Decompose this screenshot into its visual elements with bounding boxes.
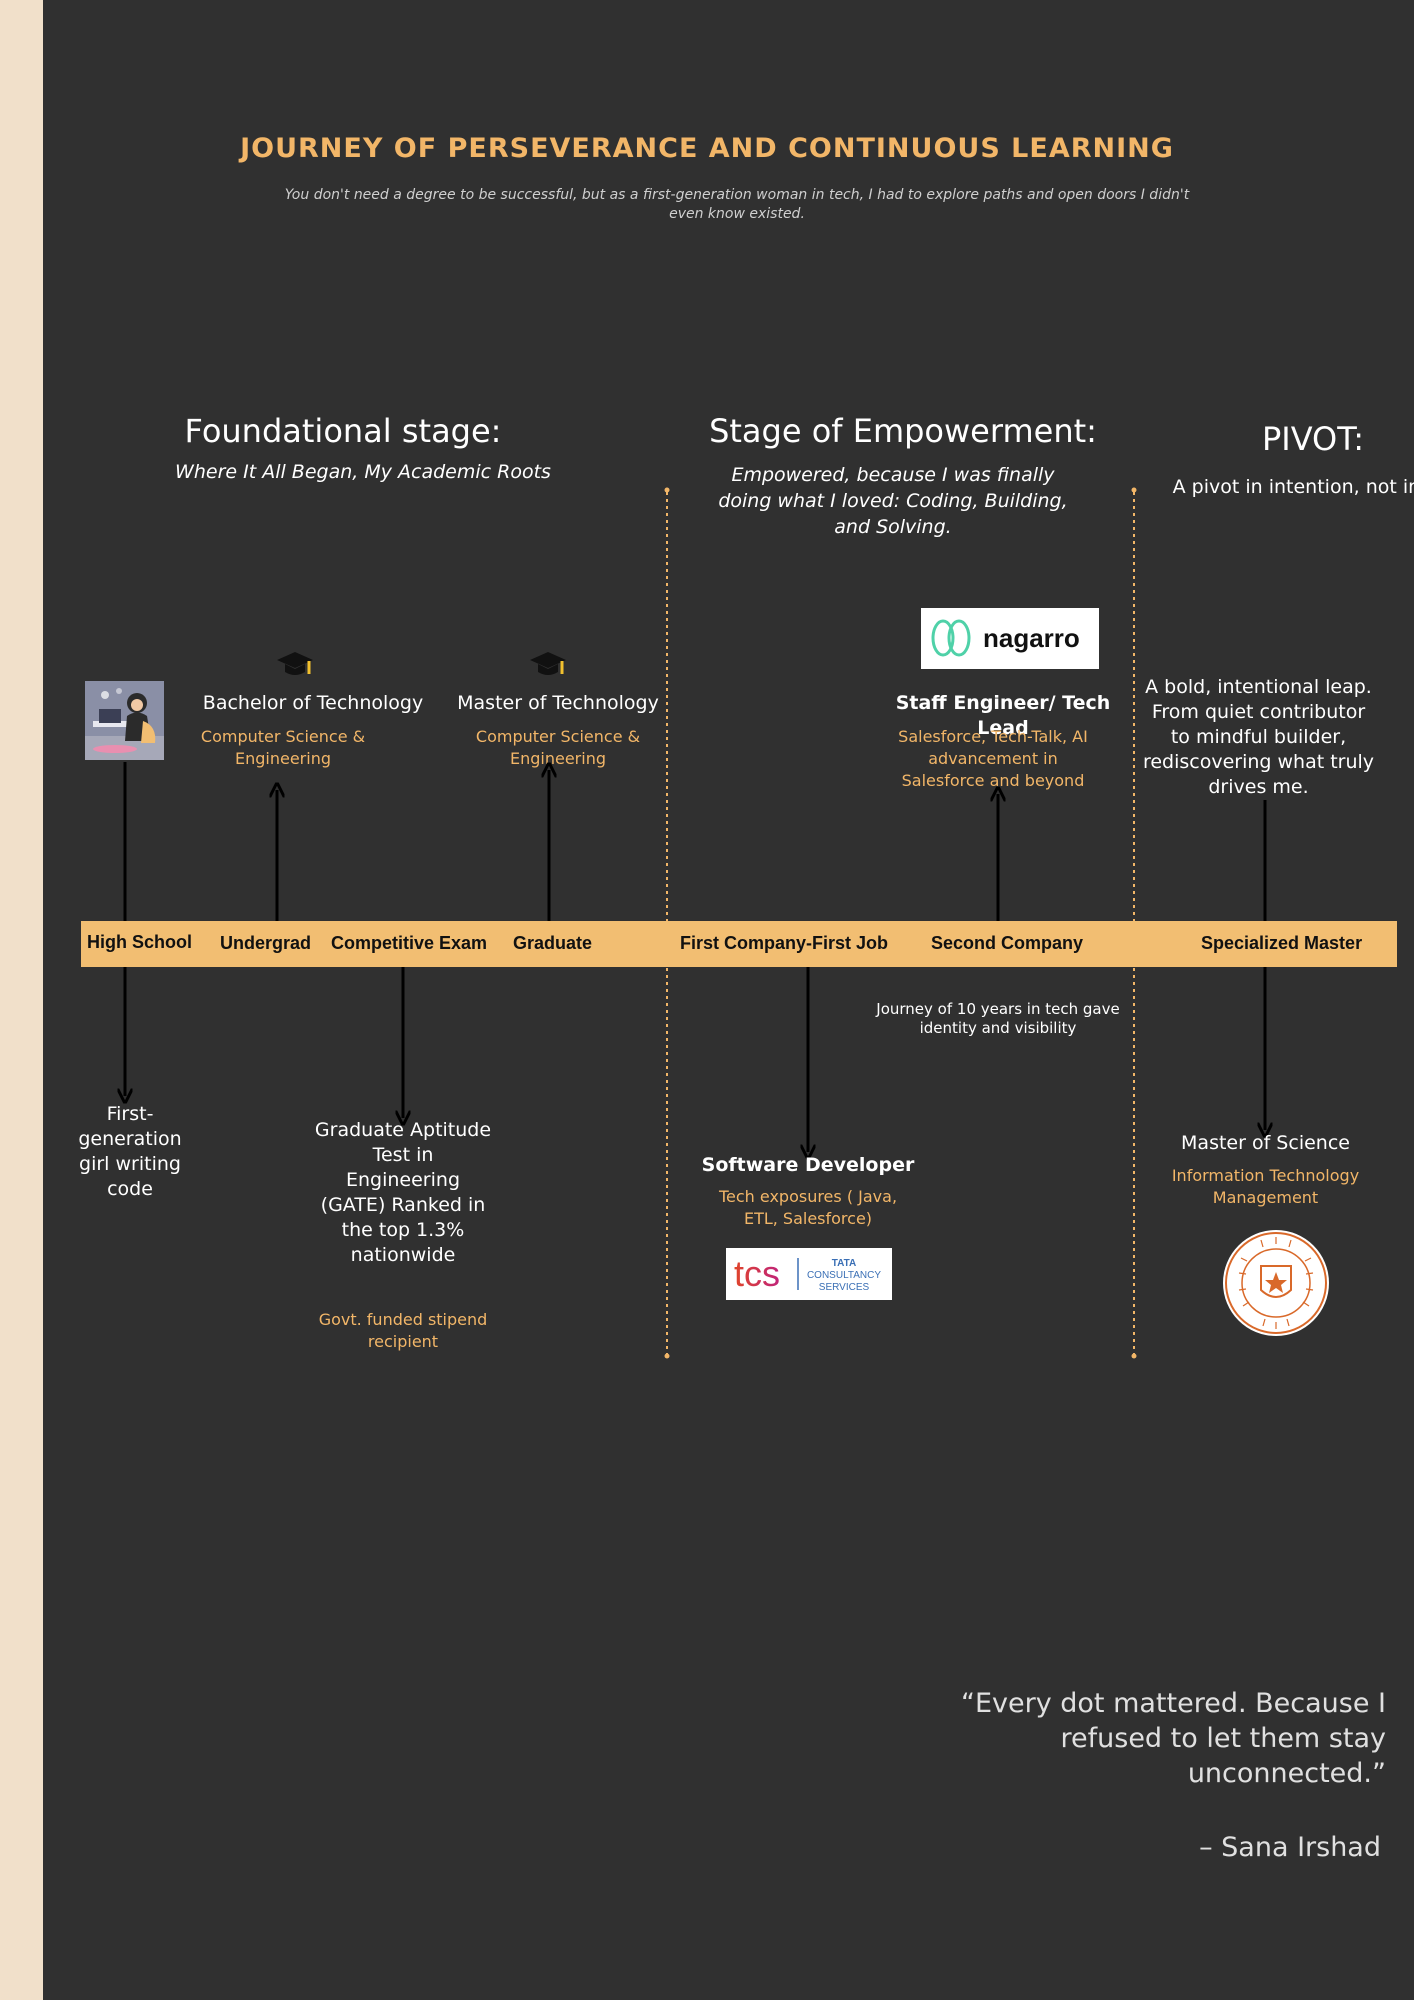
milestone-competitive-exam: Competitive Exam — [331, 933, 488, 953]
milestone-graduate: Graduate — [513, 933, 593, 953]
quote-author: – Sana Irshad — [1199, 1832, 1381, 1863]
stage-heading-foundational: Foundational stage: — [184, 412, 502, 450]
timeline-bar: High School Undergrad Competitive Exam G… — [81, 921, 1397, 967]
software-dev-title: Software Developer — [701, 1154, 915, 1176]
stage-heading-pivot: PIVOT: — [1261, 420, 1365, 458]
ms-title: Master of Science — [1181, 1132, 1350, 1154]
software-dev-detail: Tech exposures ( Java, ETL, Salesforce) — [718, 1187, 898, 1228]
milestone-high-school: High School — [87, 932, 192, 952]
bachelor-detail: Computer Science & Engineering — [200, 727, 366, 768]
tcs-sub-3: SERVICES — [819, 1282, 870, 1293]
connector-lines — [43, 487, 1414, 1359]
page-title: JOURNEY OF PERSEVERANCE AND CONTINUOUS L… — [240, 133, 1174, 164]
tcs-sub-2: CONSULTANCY — [807, 1270, 881, 1281]
nagarro-logo-text: nagarro — [983, 623, 1080, 653]
staff-title: Staff Engineer/ Tech Lead — [895, 692, 1111, 739]
tcs-sub-1: TATA — [832, 1258, 856, 1269]
pivot-text: A bold, intentional leap. From quiet con… — [1142, 676, 1375, 798]
nagarro-logo: nagarro — [921, 608, 1099, 669]
tcs-logo: tcs TATA CONSULTANCY SERVICES — [726, 1248, 892, 1300]
ms-detail: Information Technology Management — [1171, 1166, 1360, 1207]
milestone-second-company: Second Company — [931, 933, 1084, 953]
milestone-undergrad: Undergrad — [220, 933, 312, 953]
graduation-cap-icon — [275, 648, 315, 682]
avatar-illustration — [85, 681, 164, 760]
graduation-cap-icon — [528, 648, 568, 682]
page-subtitle: You don't need a degree to be successful… — [284, 187, 1190, 222]
master-detail: Computer Science & Engineering — [475, 727, 641, 768]
journey-note: Journey of 10 years in tech gave identit… — [876, 1000, 1120, 1037]
bachelor-title: Bachelor of Technology — [202, 692, 424, 714]
infographic-page: JOURNEY OF PERSEVERANCE AND CONTINUOUS L… — [43, 0, 1414, 2000]
university-seal — [1221, 1228, 1331, 1338]
stage-sub-pivot: A pivot in intention, not in title — [1172, 476, 1414, 498]
milestone-first-job: First Company-First Job — [680, 933, 889, 953]
stage-heading-empowerment: Stage of Empowerment: — [709, 412, 1097, 450]
quote-text: “Every dot mattered. Because I refused t… — [960, 1688, 1386, 1789]
stage-sub-foundational: Where It All Began, My Academic Roots — [175, 461, 551, 483]
gate-title: Graduate Aptitude Test in Engineering (G… — [314, 1119, 492, 1266]
tcs-logo-text: tcs — [734, 1253, 780, 1294]
staff-detail: Salesforce, Tech-Talk, AI advancement in… — [898, 727, 1088, 790]
highschool-note: First-generation girl writing code — [78, 1103, 182, 1200]
stage-sub-empowerment: Empowered, because I was finally doing w… — [718, 464, 1068, 538]
milestone-specialized-master: Specialized Master — [1201, 933, 1363, 953]
gate-detail: Govt. funded stipend recipient — [318, 1310, 488, 1351]
master-title: Master of Technology — [457, 692, 659, 714]
